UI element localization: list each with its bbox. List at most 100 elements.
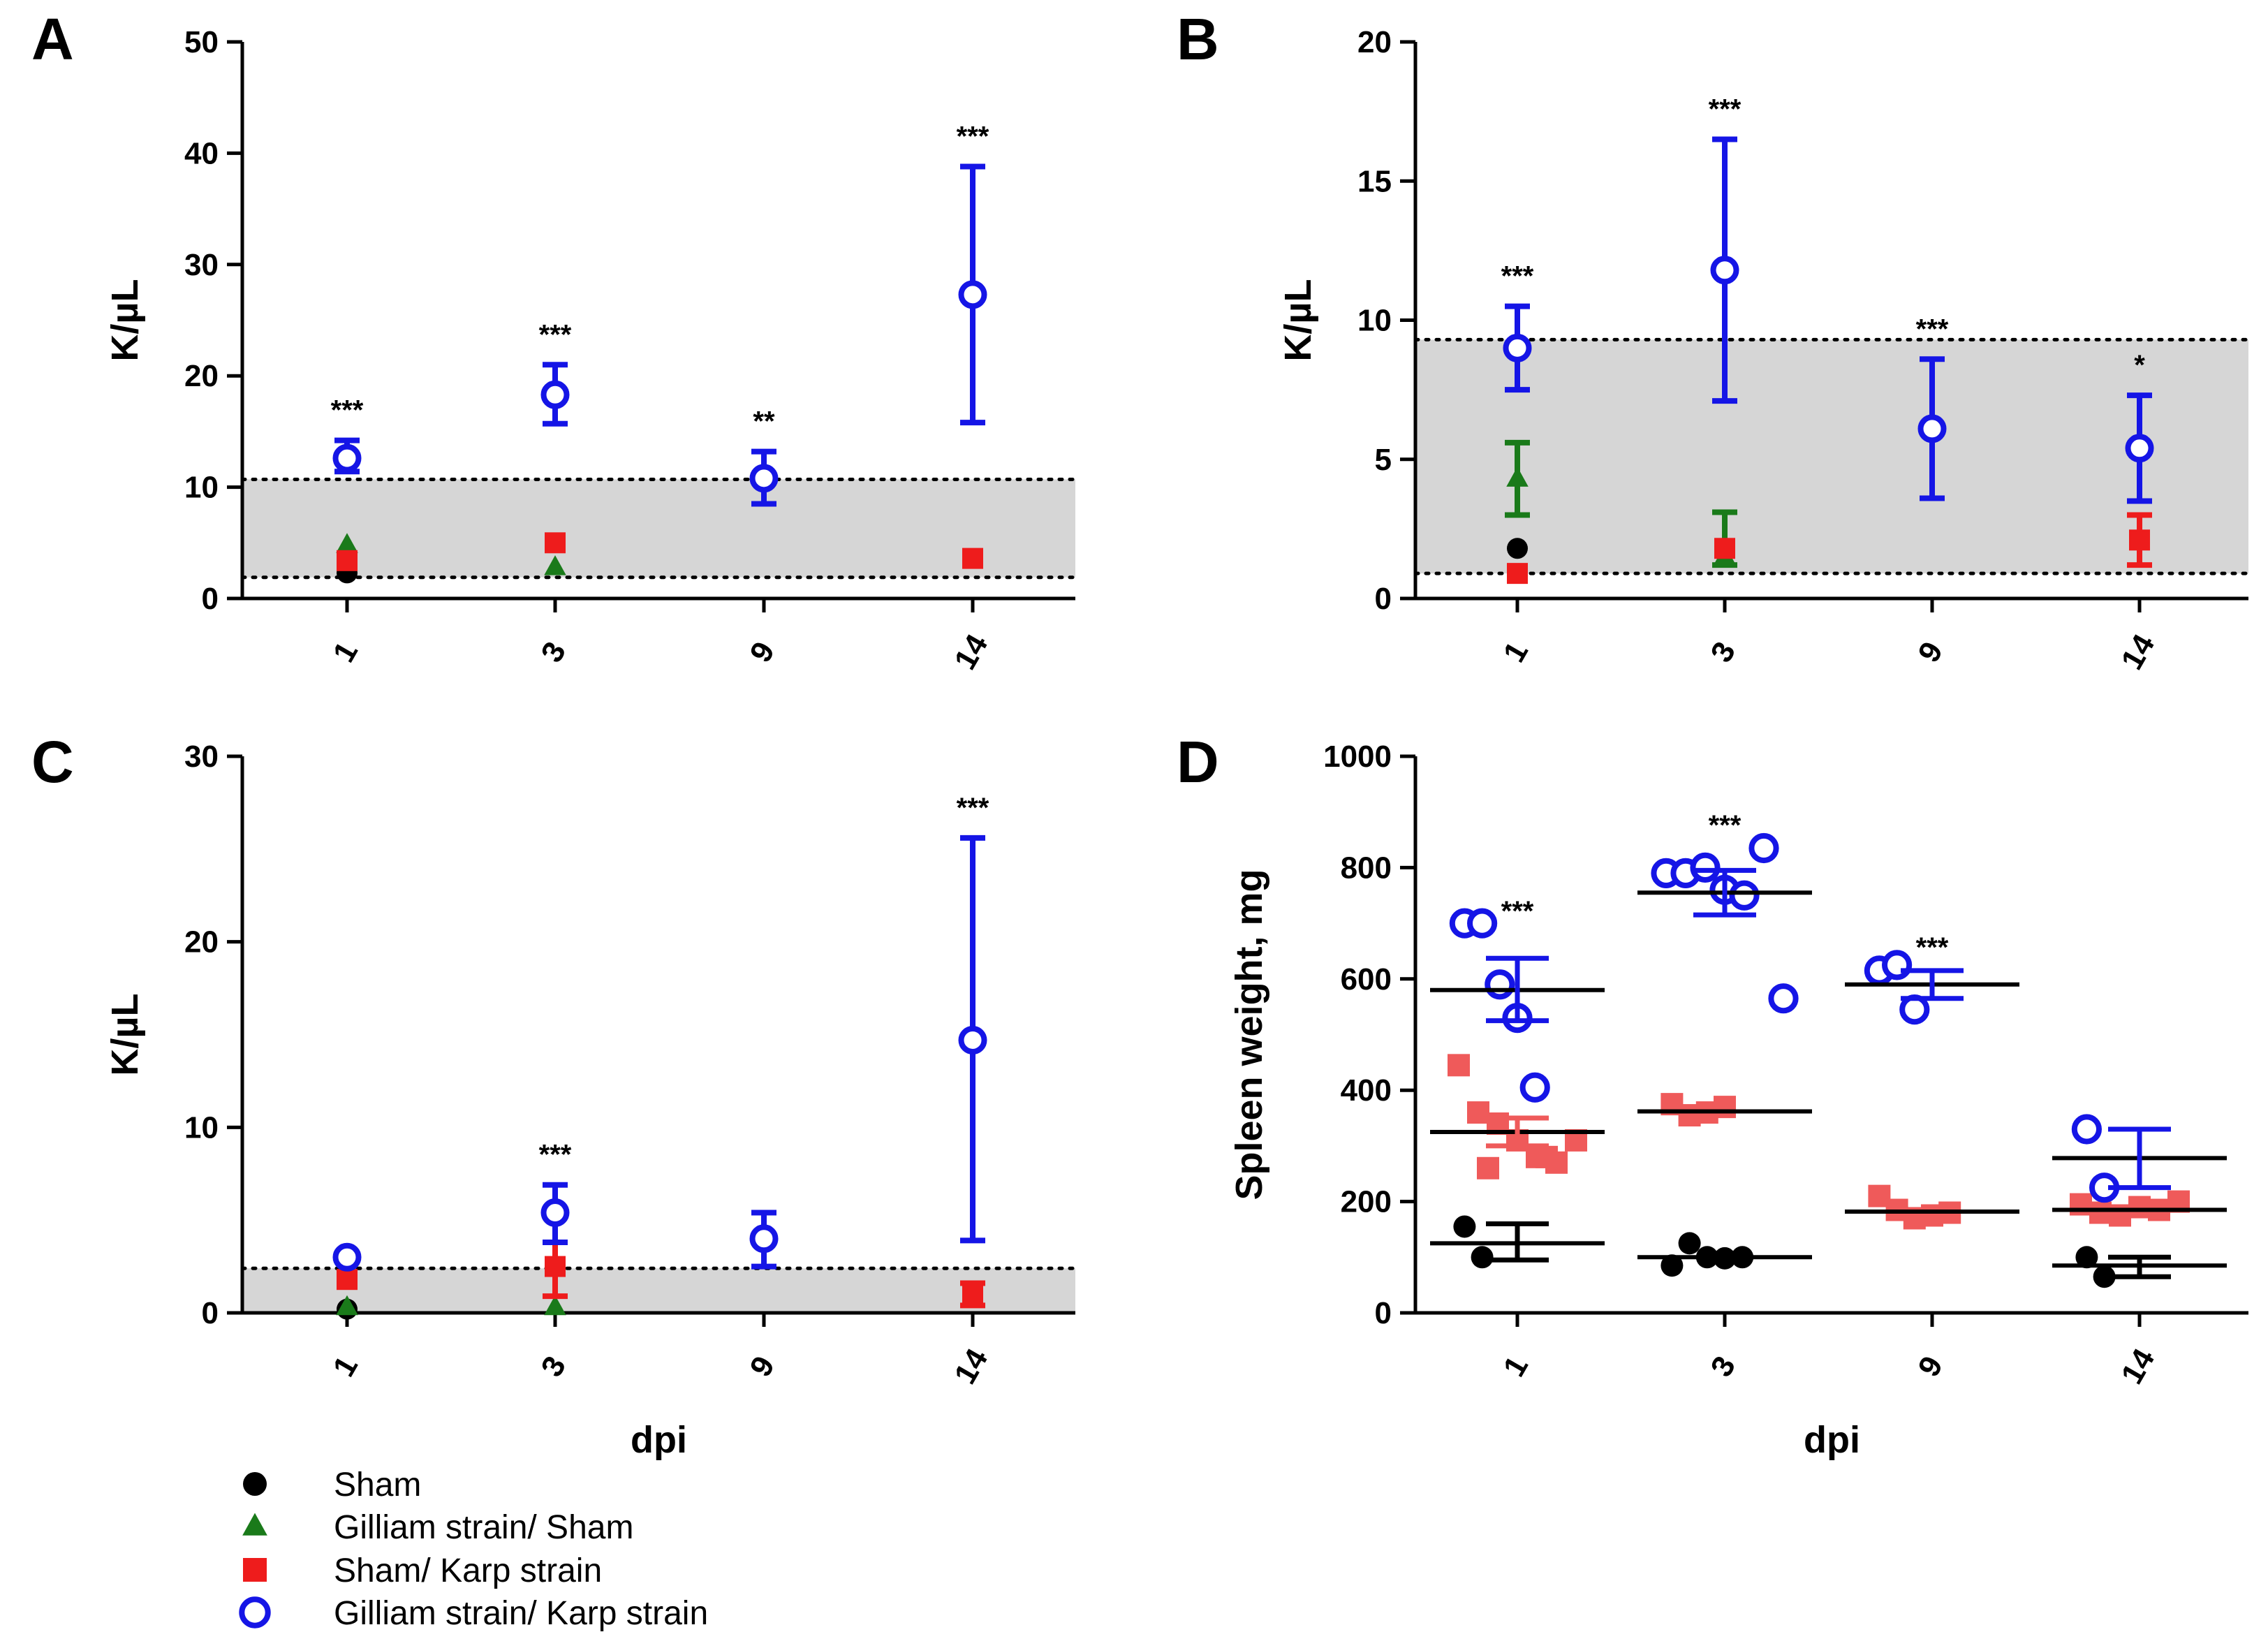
panel-d-point-sham-karp-strain <box>2128 1196 2151 1219</box>
panel-c-point-gilliam-strain-karp-strain <box>958 1025 987 1054</box>
panel-a-point-gilliam-strain-sham <box>544 555 566 575</box>
panel-c-x-tick-label: 9 <box>743 1351 781 1383</box>
panel-a-point-gilliam-strain-sham <box>336 533 358 553</box>
panel-a-significance-label: *** <box>331 395 364 426</box>
panel-b-x-tick-label: 3 <box>1704 636 1742 668</box>
panel-d-point-sham-karp-strain <box>1714 1096 1736 1119</box>
panel-d-point-sham-karp-strain <box>1536 1145 1558 1168</box>
panel-b-point-sham-karp-strain <box>1507 563 1528 585</box>
panel-letter-d: D <box>1177 729 1219 795</box>
panel-d-y-tick-label: 1000 <box>1323 740 1392 774</box>
panel-b-y-tick-label: 20 <box>1357 25 1392 59</box>
panel-d-x-tick-label: 1 <box>1496 1351 1535 1383</box>
panel-b-y-tick-label: 10 <box>1357 304 1392 338</box>
panel-b-point-gilliam-strain-karp-strain <box>1503 333 1532 362</box>
panel-a-y-tick-label: 40 <box>184 136 219 170</box>
panel-a-point-gilliam-strain-karp-strain <box>540 380 570 409</box>
panel-b-point-sham-karp-strain <box>2129 529 2150 551</box>
panel-d-point-sham <box>2075 1246 2098 1269</box>
panel-b-point-sham <box>1507 538 1528 559</box>
panel-c-point-sham-karp-strain <box>962 1281 983 1303</box>
panel-d-point-gilliam-strain-karp-strain <box>1485 969 1515 1000</box>
panel-c-reference-band <box>242 1268 1075 1313</box>
panel-a-point-gilliam-strain-karp-strain <box>958 280 987 309</box>
panel-d-y-tick-label: 600 <box>1341 962 1392 997</box>
panel-d-point-gilliam-strain-karp-strain <box>1467 908 1498 939</box>
panel-d-point-sham-karp-strain <box>2089 1201 2112 1224</box>
panel-d-point-sham-karp-strain <box>2109 1204 2131 1227</box>
panel-a-significance-label: ** <box>753 406 775 437</box>
panel-b-point-gilliam-strain-karp-strain <box>2125 434 2154 463</box>
panel-c-point-gilliam-strain-sham <box>544 1295 566 1316</box>
panel-c-y-tick-label: 10 <box>184 1110 219 1145</box>
legend-label-gilliam-karp: Gilliam strain/ Karp strain <box>334 1595 708 1632</box>
legend-label-gilliam-sham: Gilliam strain/ Sham <box>334 1509 633 1546</box>
panel-a-y-tick-label: 20 <box>184 359 219 393</box>
panel-c-significance-label: *** <box>539 1140 572 1170</box>
panel-d-y-axis-title: Spleen weight, mg <box>1228 869 1270 1200</box>
panel-d-significance-label: *** <box>1501 896 1534 927</box>
panel-c-y-tick-label: 30 <box>184 740 219 774</box>
panel-a-y-axis-title: K/µL <box>104 279 146 361</box>
panel-letter-b: B <box>1177 6 1219 72</box>
panel-c-x-tick-label: 1 <box>326 1351 364 1383</box>
panel-d-point-gilliam-strain-karp-strain <box>1519 1072 1550 1103</box>
panel-b-y-axis-title: K/µL <box>1277 279 1319 361</box>
panel-letter-a: A <box>31 6 74 72</box>
panel-c-point-sham-karp-strain <box>545 1256 566 1277</box>
panel-a-x-tick-label: 1 <box>326 636 364 668</box>
panel-a-y-tick-label: 0 <box>202 582 219 616</box>
panel-d-point-sham-karp-strain <box>1477 1156 1499 1179</box>
legend-entry-gilliam-karp: Gilliam strain/ Karp strain <box>239 1595 708 1632</box>
panel-c-y-tick-label: 20 <box>184 925 219 960</box>
panel-c-point-sham-karp-strain <box>337 1269 358 1291</box>
panel-c-point-gilliam-strain-karp-strain <box>332 1242 362 1272</box>
legend-marker-circle-open <box>239 1596 271 1629</box>
panel-d-point-gilliam-strain-karp-strain <box>1899 994 1930 1025</box>
panel-b-significance-label: *** <box>1709 94 1742 124</box>
panel-a-reference-band <box>242 479 1075 578</box>
panel-b-point-gilliam-strain-karp-strain <box>1710 256 1739 285</box>
panel-c-point-gilliam-strain-karp-strain <box>749 1224 779 1254</box>
panel-d-y-tick-label: 400 <box>1341 1073 1392 1108</box>
panel-d-point-gilliam-strain-karp-strain <box>1768 983 1799 1014</box>
legend-label-sham-karp: Sham/ Karp strain <box>334 1552 602 1589</box>
panel-b-x-tick-label: 9 <box>1911 636 1950 668</box>
panel-d-point-gilliam-strain-karp-strain <box>1690 852 1721 883</box>
panel-a-point-sham-karp-strain <box>337 550 358 571</box>
panel-c-chart: 0 10 20 30 1 3 9 14 *** *** K/µL dpi <box>104 740 1077 1461</box>
panel-d-point-sham <box>1678 1232 1701 1255</box>
panel-d-y-tick-label: 0 <box>1375 1296 1392 1330</box>
panel-a-significance-label: *** <box>539 319 572 350</box>
panel-b-y-tick-label: 0 <box>1375 582 1392 616</box>
panel-d-significance-label: *** <box>1916 932 1949 963</box>
panel-c-point-gilliam-strain-karp-strain <box>540 1198 570 1228</box>
panel-b-y-tick-label: 15 <box>1357 164 1392 198</box>
panel-a-x-tick-label: 3 <box>534 636 573 668</box>
panel-letter-c: C <box>31 729 74 795</box>
panel-b-point-sham-karp-strain <box>1714 538 1735 559</box>
panel-b-significance-label: *** <box>1501 261 1534 292</box>
panel-b-x-tick-label: 1 <box>1496 636 1535 668</box>
panel-d-x-tick-label: 9 <box>1911 1351 1950 1383</box>
legend-marker-square <box>243 1558 267 1582</box>
panel-c-y-axis-title: K/µL <box>104 993 146 1075</box>
panel-a-y-tick-label: 10 <box>184 471 219 505</box>
panel-c-point-gilliam-strain-sham <box>336 1295 358 1316</box>
panel-c-x-tick-label: 3 <box>534 1351 573 1383</box>
panel-d-significance-label: *** <box>1709 810 1742 841</box>
panel-a-point-sham-karp-strain <box>545 532 566 554</box>
panel-d-point-sham-karp-strain <box>1467 1101 1489 1124</box>
panel-a-y-tick-label: 30 <box>184 248 219 282</box>
panel-c-significance-label: *** <box>957 793 989 823</box>
panel-b-point-gilliam-strain-karp-strain <box>1917 414 1947 443</box>
panel-d-point-sham <box>1471 1246 1494 1269</box>
panel-b-reference-band <box>1415 339 2248 574</box>
panel-d-y-tick-label: 800 <box>1341 851 1392 885</box>
panel-d-point-sham-karp-strain <box>2070 1193 2092 1216</box>
panel-d-point-gilliam-strain-karp-strain <box>1882 950 1913 980</box>
panel-d-point-sham <box>1660 1254 1684 1277</box>
